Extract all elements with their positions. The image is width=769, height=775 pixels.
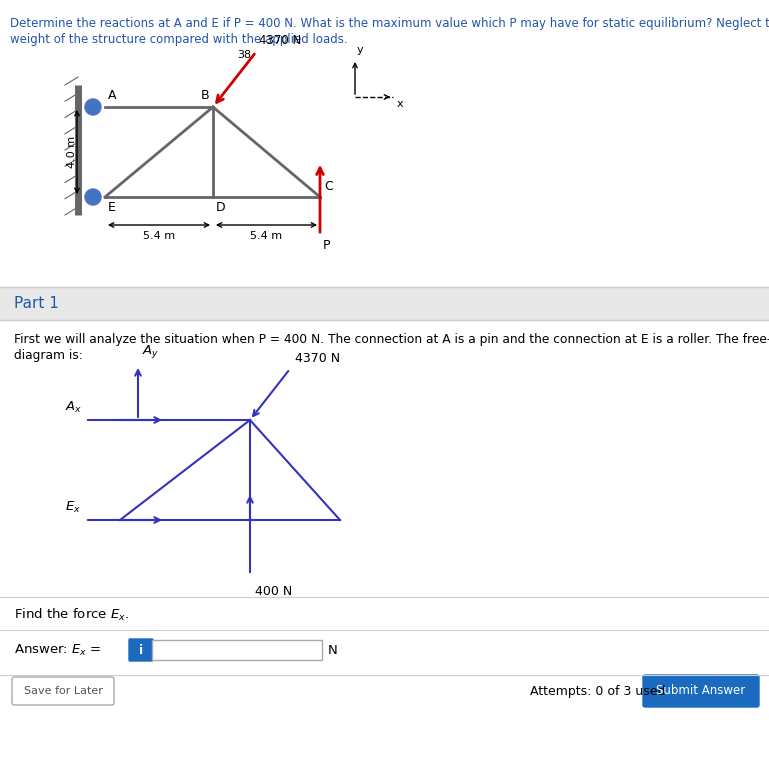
Text: P: P xyxy=(323,239,331,252)
Text: D: D xyxy=(216,201,225,214)
FancyBboxPatch shape xyxy=(643,675,759,707)
Text: B: B xyxy=(201,89,209,102)
Text: 5.4 m: 5.4 m xyxy=(143,231,175,241)
Text: E: E xyxy=(108,201,116,214)
Circle shape xyxy=(85,99,101,115)
Text: x: x xyxy=(397,99,404,109)
Text: $A_y$: $A_y$ xyxy=(142,343,159,360)
Text: Submit Answer: Submit Answer xyxy=(657,684,746,698)
Text: 4.0 m: 4.0 m xyxy=(67,136,77,168)
FancyBboxPatch shape xyxy=(0,287,769,320)
Text: C: C xyxy=(324,180,333,193)
Text: Find the force $E_x$.: Find the force $E_x$. xyxy=(14,607,129,623)
FancyBboxPatch shape xyxy=(12,677,114,705)
FancyBboxPatch shape xyxy=(152,640,322,660)
Text: Save for Later: Save for Later xyxy=(24,686,102,696)
Text: diagram is:: diagram is: xyxy=(14,349,83,362)
Circle shape xyxy=(85,189,101,205)
Text: weight of the structure compared with the applied loads.: weight of the structure compared with th… xyxy=(10,33,348,46)
Text: Answer: $E_x$ =: Answer: $E_x$ = xyxy=(14,643,102,658)
Text: 4370 N: 4370 N xyxy=(259,34,301,46)
FancyBboxPatch shape xyxy=(129,639,153,661)
Text: i: i xyxy=(139,643,143,656)
Text: 5.4 m: 5.4 m xyxy=(251,231,282,241)
Text: $E_x$: $E_x$ xyxy=(65,500,81,515)
Text: N: N xyxy=(328,643,338,656)
Text: Part 1: Part 1 xyxy=(14,295,59,311)
Text: $A_x$: $A_x$ xyxy=(65,400,82,415)
Text: y: y xyxy=(357,45,364,55)
Text: A: A xyxy=(108,89,116,102)
Text: Determine the reactions at A and E if P = 400 N. What is the maximum value which: Determine the reactions at A and E if P … xyxy=(10,17,769,30)
Text: 4370 N: 4370 N xyxy=(295,352,340,365)
Text: First we will analyze the situation when P = 400 N. The connection at A is a pin: First we will analyze the situation when… xyxy=(14,333,769,346)
Text: 400 N: 400 N xyxy=(255,585,292,598)
FancyBboxPatch shape xyxy=(0,0,769,285)
Text: Attempts: 0 of 3 used: Attempts: 0 of 3 used xyxy=(530,684,665,698)
Text: 38: 38 xyxy=(237,50,251,60)
